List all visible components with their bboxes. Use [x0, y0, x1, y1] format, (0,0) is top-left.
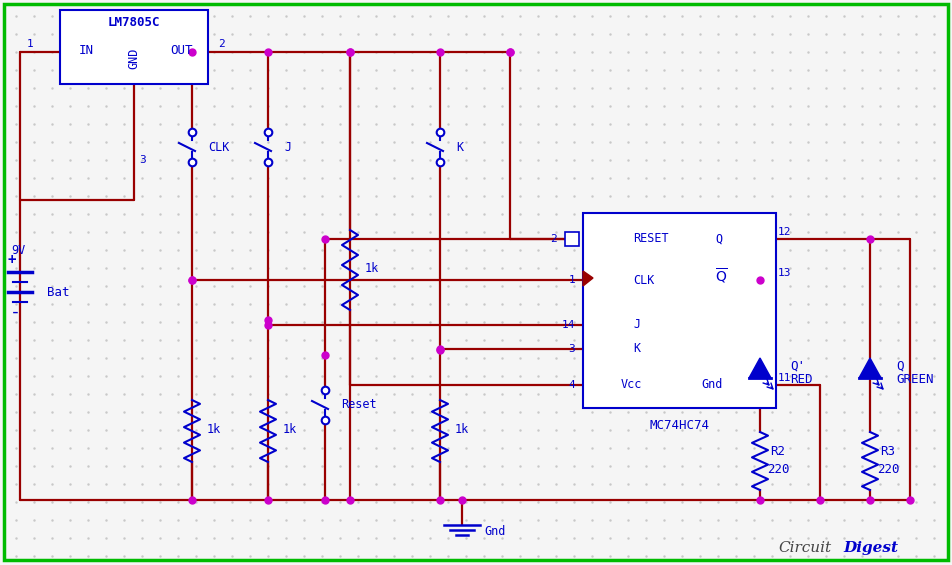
Text: J: J [632, 319, 640, 332]
Text: Q: Q [714, 233, 722, 246]
Text: RESET: RESET [632, 233, 668, 246]
Text: OUT: OUT [170, 44, 193, 57]
Text: +: + [8, 253, 16, 267]
Text: K: K [455, 141, 463, 154]
Text: LM7805C: LM7805C [108, 15, 160, 28]
Text: 2: 2 [218, 39, 225, 49]
Text: 2: 2 [549, 234, 556, 244]
Text: GREEN: GREEN [895, 373, 933, 386]
Text: 3: 3 [567, 344, 574, 354]
Text: 3: 3 [140, 155, 147, 165]
Polygon shape [858, 358, 880, 378]
Text: Q': Q' [789, 359, 804, 372]
Polygon shape [583, 271, 592, 286]
Polygon shape [748, 358, 770, 378]
Text: Bat: Bat [47, 285, 69, 298]
Text: RED: RED [789, 373, 812, 386]
Text: 9V: 9V [10, 244, 25, 257]
Text: 1k: 1k [365, 262, 379, 275]
Text: MC74HC74: MC74HC74 [649, 419, 708, 432]
Text: 1k: 1k [454, 424, 468, 437]
Text: 4: 4 [567, 380, 574, 390]
Text: GND: GND [128, 47, 140, 69]
Text: Gnd: Gnd [701, 379, 722, 392]
Text: J: J [284, 141, 290, 154]
Text: Digest: Digest [843, 541, 897, 555]
Text: 1: 1 [27, 39, 33, 49]
Text: Vcc: Vcc [621, 379, 642, 392]
Bar [60, 10, 208, 84]
Text: R2: R2 [769, 445, 784, 459]
Text: 12: 12 [777, 227, 790, 237]
Text: Circuit: Circuit [777, 541, 830, 555]
Text: CLK: CLK [632, 273, 654, 286]
Bar [565, 232, 579, 246]
Text: 14: 14 [561, 320, 574, 330]
Text: Reset: Reset [341, 398, 376, 411]
Text: Gnd: Gnd [484, 525, 505, 538]
Text: 1: 1 [567, 275, 574, 285]
Text: K: K [632, 342, 640, 355]
Text: 1k: 1k [207, 424, 221, 437]
Text: 13: 13 [777, 268, 790, 278]
Text: 220: 220 [766, 463, 788, 476]
Bar [583, 213, 775, 408]
Text: R3: R3 [880, 445, 895, 459]
Text: $\overline{\mathrm{Q}}$: $\overline{\mathrm{Q}}$ [714, 266, 727, 286]
Text: 1k: 1k [283, 424, 297, 437]
Text: IN: IN [78, 44, 93, 57]
Text: Q: Q [895, 359, 902, 372]
Text: 220: 220 [876, 463, 899, 476]
Text: 11: 11 [777, 373, 790, 383]
Text: -: - [10, 303, 20, 321]
Text: CLK: CLK [208, 141, 229, 154]
